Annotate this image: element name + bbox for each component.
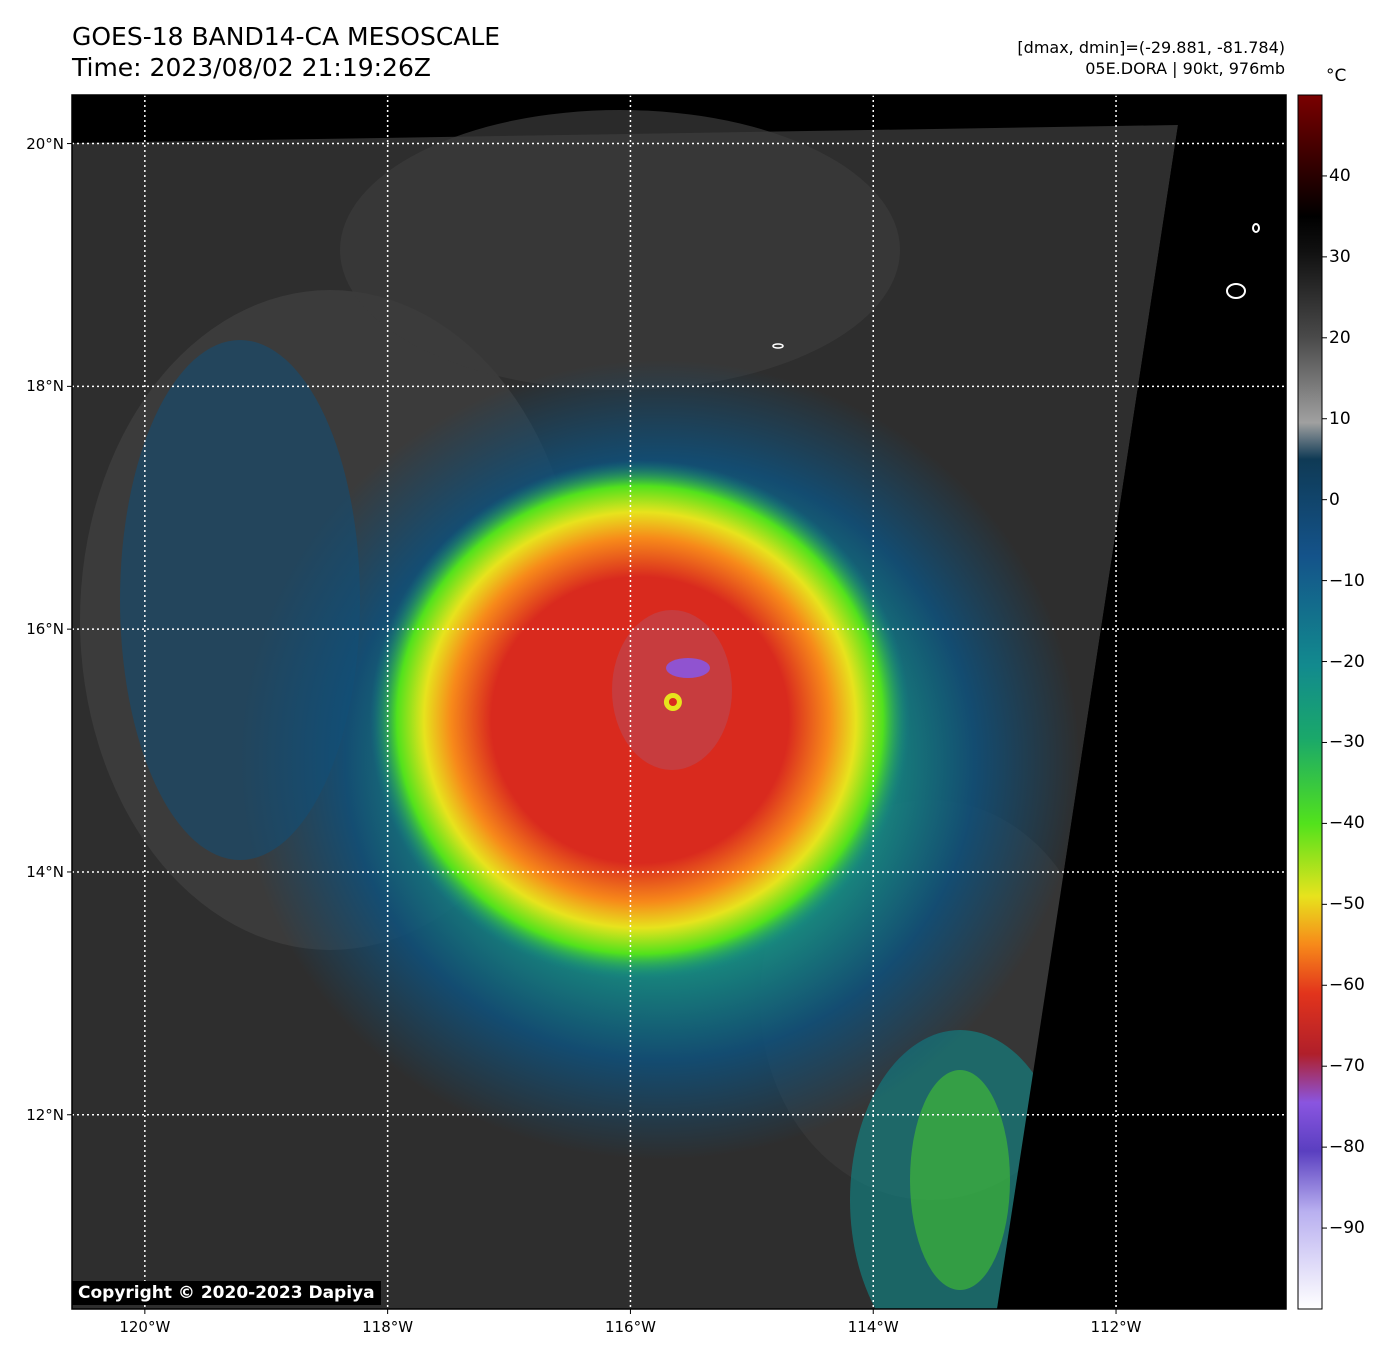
colorbar-tick-label: 0 — [1329, 489, 1340, 510]
colorbar-tick-label: −80 — [1329, 1137, 1365, 1158]
island-outline — [772, 343, 784, 349]
colorbar-frame — [1297, 94, 1323, 1310]
colorbar-tick-label: −20 — [1329, 651, 1365, 672]
storm-info: 05E.DORA | 90kt, 976mb — [1085, 59, 1285, 78]
island-outline — [1226, 283, 1246, 299]
colorbar-tick-label: 30 — [1329, 246, 1351, 267]
lat-tick-label: 20°N — [26, 134, 64, 153]
lat-tick-label: 12°N — [26, 1105, 64, 1124]
colorbar-ticks — [1322, 175, 1327, 1229]
colorbar-tick-label: 20 — [1329, 327, 1351, 348]
figure-time: Time: 2023/08/02 21:19:26Z — [72, 53, 431, 82]
colorbar-unit: °C — [1326, 66, 1347, 86]
lon-tick-label: 116°W — [604, 1318, 656, 1336]
lat-tick-label: 14°N — [26, 862, 64, 881]
map-ticks — [67, 143, 1117, 1314]
island-outline — [1252, 223, 1260, 233]
colorbar-tick-label: 10 — [1329, 408, 1351, 429]
lon-tick-label: 114°W — [847, 1318, 899, 1336]
swath-edge-mask — [997, 95, 1286, 1309]
range-info: [dmax, dmin]=(-29.881, -81.784) — [1017, 38, 1285, 57]
figure-title: GOES-18 BAND14-CA MESOSCALE — [72, 22, 501, 51]
gridlines — [72, 95, 1286, 1309]
lon-tick-label: 118°W — [362, 1318, 414, 1336]
copyright-label: Copyright © 2020-2023 Dapiya — [72, 1281, 381, 1305]
colorbar-tick-label: −90 — [1329, 1218, 1365, 1239]
colorbar-tick-label: 40 — [1329, 165, 1351, 186]
colorbar-tick-label: −30 — [1329, 732, 1365, 753]
colorbar — [1298, 95, 1322, 1309]
lon-tick-label: 112°W — [1090, 1318, 1142, 1336]
lat-tick-label: 18°N — [26, 377, 64, 396]
colorbar-tick-label: −50 — [1329, 894, 1365, 915]
colorbar-tick-label: −70 — [1329, 1056, 1365, 1077]
map-frame — [71, 94, 1287, 1310]
colorbar-tick-label: −40 — [1329, 813, 1365, 834]
colorbar-tick-label: −60 — [1329, 975, 1365, 996]
colorbar-tick-label: −10 — [1329, 570, 1365, 591]
lon-tick-label: 120°W — [119, 1318, 171, 1336]
lat-tick-label: 16°N — [26, 620, 64, 639]
